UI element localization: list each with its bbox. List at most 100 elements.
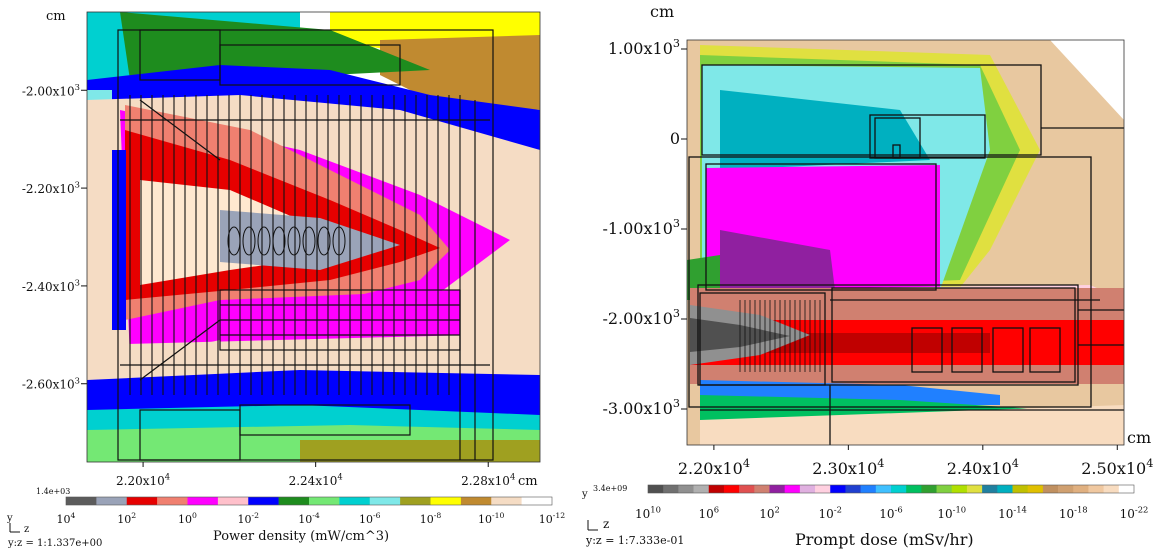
right-colorbar-swatch <box>1042 485 1059 493</box>
left-colorbar-swatch <box>460 497 492 505</box>
left-x-ticks: 2.20x104 2.24x104 2.28x104 <box>116 462 515 488</box>
right-colorbar-tick: 102 <box>759 505 780 521</box>
right-region-teal <box>720 90 930 170</box>
right-colorbar-frame <box>647 484 1135 494</box>
left-colorbar-tick: 102 <box>117 511 136 526</box>
left-colorbar-swatch <box>248 497 279 505</box>
left-colorbar-swatch <box>278 497 310 505</box>
left-colorbar-tick: 10-12 <box>539 511 565 526</box>
right-colorbar-swatch <box>860 485 877 493</box>
left-core-elements <box>227 226 346 256</box>
right-plot-area <box>687 40 1124 445</box>
left-indicator-z: z <box>24 524 29 535</box>
right-xtick-label: 2.40x104 <box>947 457 1019 478</box>
right-colorbar-tick: 10-6 <box>879 505 902 521</box>
right-colorbar-swatch <box>693 485 710 493</box>
left-colorbar: 1.4e+03 104 102 100 10-2 10-4 10-6 10-8 10-10 10… <box>36 487 565 544</box>
right-colorbar-swatch <box>663 485 679 493</box>
left-colorbar-swatch <box>309 497 340 505</box>
left-colorbar-swatch <box>187 497 219 505</box>
right-ytick-label: 0 <box>670 129 680 148</box>
left-colorbar-tick: 10-4 <box>298 511 320 526</box>
right-colorbar-swatch <box>784 485 801 493</box>
left-ylabel: cm <box>46 9 66 24</box>
right-ytick-label: -3.00x103 <box>602 397 680 418</box>
right-colorbar-swatch <box>982 485 998 493</box>
right-colorbar-swatch <box>678 485 694 493</box>
left-geometry-lines <box>117 29 494 461</box>
left-colorbar-tick: 10-8 <box>420 511 442 526</box>
left-colorbar-tick: 10-6 <box>359 511 381 526</box>
right-frame <box>686 39 1125 446</box>
right-colorbar-max: 3.4e+09 <box>593 484 627 493</box>
left-colorbar-label: Power density (mW/cm^3) <box>213 529 389 544</box>
right-geometry-lines <box>688 64 1124 445</box>
right-plot: 1.00x103 0 -1.00x103 -2.00x103 -3.00x103 2.2… <box>581 2 1153 549</box>
left-xtick-label: 2.28x104 <box>461 472 515 488</box>
left-region-blue-strip <box>112 150 126 330</box>
right-colorbar: 3.4e+09 1010 106 102 10-2 10-6 10-10 10-14 10-1… <box>593 484 1148 549</box>
left-colorbar-swatch <box>369 497 401 505</box>
left-xlabel: cm <box>518 474 538 489</box>
right-colorbar-swatch <box>1027 485 1044 493</box>
right-indicator-y: y <box>581 489 588 500</box>
left-colorbar-swatch <box>339 497 371 505</box>
left-colorbar-swatch <box>217 497 249 505</box>
left-region-green-top <box>120 12 430 80</box>
left-colorbar-swatch <box>521 497 553 505</box>
left-colorbar-swatch <box>491 497 522 505</box>
right-xtick-label: 2.50x104 <box>1081 457 1153 478</box>
left-ytick-label: -2.60x103 <box>22 375 80 391</box>
right-xtick-label: 2.30x104 <box>812 457 884 478</box>
right-colorbar-swatch <box>754 485 770 493</box>
left-ytick-label: -2.00x103 <box>22 82 80 98</box>
right-comb-lines <box>739 300 821 372</box>
left-colorbar-swatch <box>96 497 128 505</box>
right-colorbar-swatch <box>799 485 816 493</box>
right-axis-indicator: y z y:z = 1:7.333e-01 <box>581 489 684 547</box>
left-aspect-ratio: y:z = 1:1.337e+00 <box>7 538 102 549</box>
left-colorbar-swatch <box>66 497 97 505</box>
left-colorbar-frame <box>65 496 553 506</box>
right-colorbar-swatch <box>648 485 664 493</box>
right-colorbar-swatch <box>891 485 907 493</box>
right-colorbar-tick: 106 <box>698 505 719 521</box>
left-colorbar-swatch <box>430 497 462 505</box>
left-colorbar-tick: 100 <box>178 511 197 526</box>
right-colorbar-swatch <box>966 485 983 493</box>
left-xtick-label: 2.24x104 <box>289 472 343 488</box>
left-plot: -2.00x103 -2.20x103 -2.40x103 -2.60x103 2.2… <box>6 9 565 549</box>
right-ytick-label: -2.00x103 <box>602 307 680 328</box>
right-colorbar-swatch <box>1012 485 1028 493</box>
right-colorbar-tick: 10-18 <box>1059 505 1088 521</box>
right-colorbar-swatch <box>997 485 1013 493</box>
right-colorbar-tick: 10-22 <box>1120 505 1149 521</box>
right-xlabel: cm <box>1127 428 1151 447</box>
right-colorbar-swatch <box>815 485 831 493</box>
right-colorbar-swatch <box>1118 485 1135 493</box>
right-colorbar-swatch <box>830 485 846 493</box>
left-indicator-y: y <box>6 513 13 524</box>
right-colorbar-swatch <box>1073 485 1089 493</box>
left-vertical-segments <box>129 95 461 395</box>
right-colorbar-tick: 10-14 <box>998 505 1027 521</box>
left-colorbar-swatch <box>157 497 188 505</box>
left-colorbar-max: 1.4e+03 <box>36 487 70 496</box>
right-colorbar-tick: 10-10 <box>937 505 966 521</box>
right-colorbar-tick: 10-2 <box>819 505 842 521</box>
right-colorbar-swatch <box>845 485 861 493</box>
left-colorbar-tick: 10-2 <box>238 511 260 526</box>
right-colorbar-swatch <box>875 485 892 493</box>
right-region-purple <box>720 230 835 295</box>
right-colorbar-swatch <box>739 485 755 493</box>
right-region-pale-low <box>700 405 1124 445</box>
right-colorbar-swatch <box>921 485 937 493</box>
right-colorbar-swatch <box>723 485 740 493</box>
right-colorbar-swatch <box>708 485 725 493</box>
left-y-ticks: -2.00x103 -2.20x103 -2.40x103 -2.60x103 <box>22 82 87 392</box>
left-colorbar-swatch <box>126 497 158 505</box>
left-region-olive-bottom <box>300 440 540 462</box>
right-colorbar-swatch <box>906 485 922 493</box>
left-ytick-label: -2.40x103 <box>22 278 80 294</box>
